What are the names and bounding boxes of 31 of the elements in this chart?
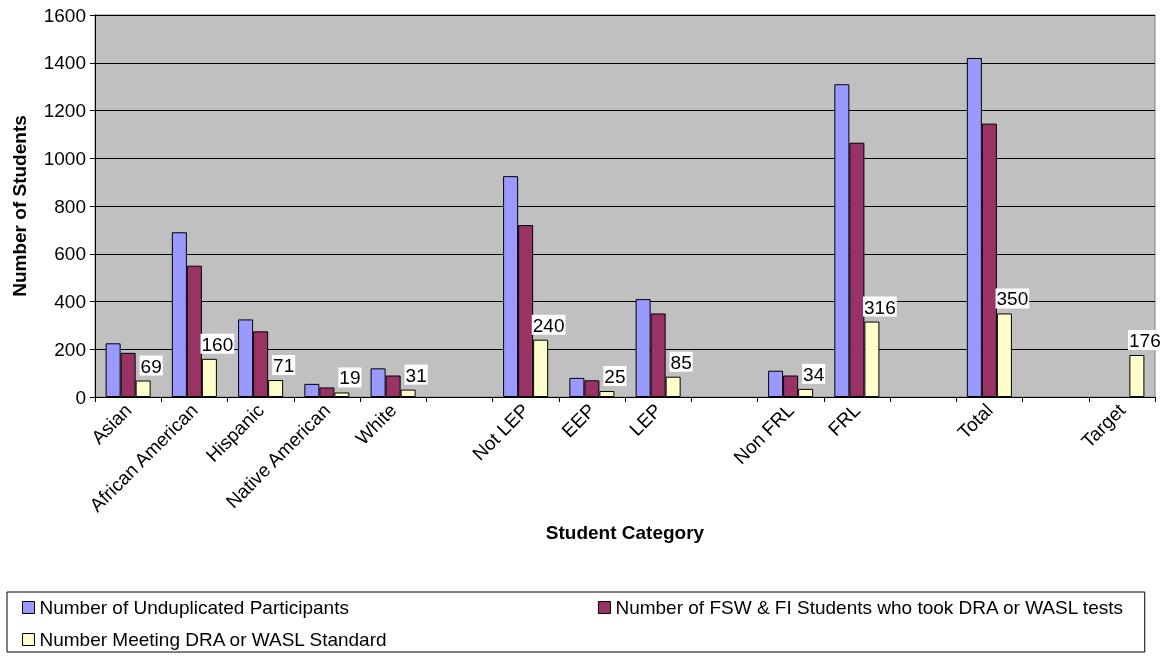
y-tick-label: 400 [54, 291, 86, 312]
data-label: 176 [1129, 329, 1161, 351]
data-label: 71 [273, 355, 295, 377]
x-tick-label: FRL [824, 399, 865, 440]
data-label: 316 [864, 296, 896, 318]
data-label: 25 [604, 366, 626, 388]
y-tick-label: 200 [54, 338, 86, 360]
y-tick-label: 1000 [43, 147, 86, 169]
y-tick-label: 1400 [43, 52, 86, 74]
data-label: 160 [201, 333, 234, 355]
legend-label: Number of Unduplicated Participants [39, 597, 349, 618]
x-axis-title: Student Category [545, 522, 705, 544]
y-tick-label: 600 [54, 243, 86, 265]
x-tick-label: Non FRL [729, 399, 799, 469]
data-label: 350 [996, 288, 1029, 310]
x-tick-label: LEP [625, 399, 666, 440]
y-tick-label: 1200 [43, 100, 86, 121]
bar [1129, 354, 1145, 397]
y-tick-label: 0 [75, 386, 86, 408]
data-label: 240 [532, 314, 565, 336]
y-axis-title: Number of Students [9, 115, 30, 297]
legend-label: Number Meeting DRA or WASL Standard [39, 629, 387, 650]
data-label: 85 [670, 351, 692, 373]
data-label: 19 [339, 367, 361, 389]
x-tick-label: Not LEP [468, 399, 534, 465]
y-tick-label: 1600 [43, 4, 86, 26]
data-label: 69 [140, 355, 162, 377]
data-label: 34 [803, 363, 825, 385]
data-label: 31 [405, 364, 427, 386]
legend-label: Number of FSW & FI Students who took DRA or WASL tests [615, 597, 1123, 618]
y-tick-label: 800 [54, 195, 86, 217]
